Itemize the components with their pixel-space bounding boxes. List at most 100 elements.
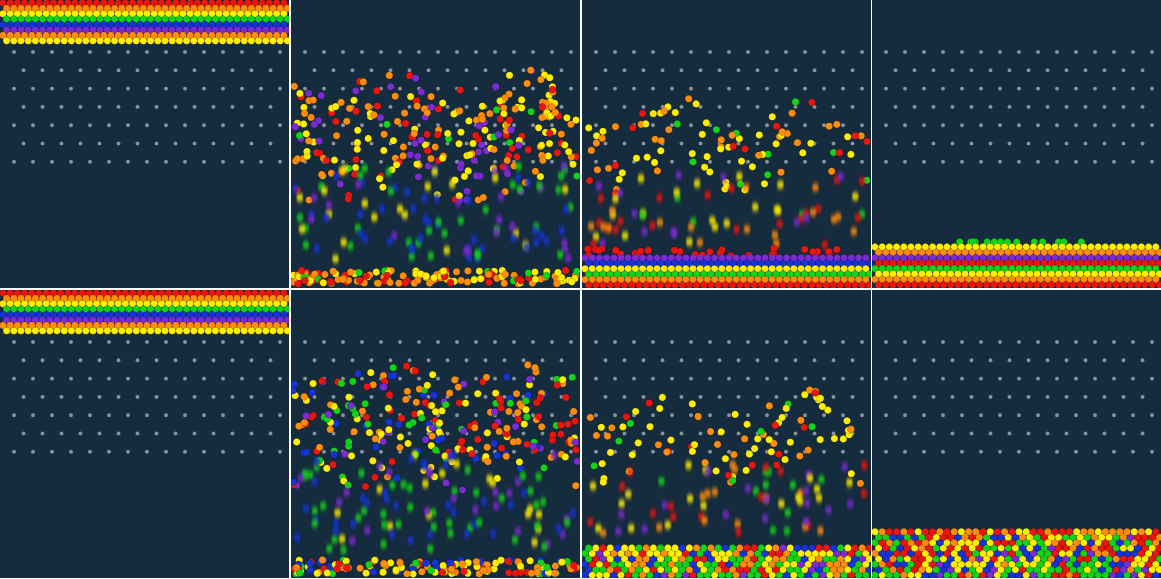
peg [50, 340, 54, 344]
ball [423, 381, 432, 390]
ball [1072, 527, 1081, 536]
ball [673, 120, 682, 128]
peg [230, 105, 235, 109]
balls-layer [0, 0, 289, 164]
ball [1025, 280, 1034, 288]
ball [627, 544, 636, 552]
peg [1064, 141, 1069, 146]
peg [126, 413, 130, 418]
ball [640, 525, 649, 533]
ball [1015, 527, 1023, 536]
ball [300, 392, 308, 401]
ball [1155, 544, 1161, 552]
peg [50, 376, 54, 381]
ball [27, 321, 36, 330]
ball [353, 145, 362, 154]
peg [312, 358, 317, 363]
peg [689, 123, 693, 128]
peg [822, 86, 826, 91]
ball [306, 566, 315, 574]
peg [221, 86, 225, 91]
ball [711, 223, 719, 231]
peg [192, 431, 197, 436]
peg [670, 50, 674, 54]
ball [297, 474, 305, 482]
ball [699, 501, 708, 510]
peg [407, 358, 412, 363]
ball [896, 554, 905, 563]
peg [88, 123, 92, 128]
ball [968, 280, 977, 288]
ball [461, 399, 470, 408]
peg [979, 376, 983, 381]
ball [295, 422, 303, 430]
peg [1074, 159, 1078, 164]
ball [769, 526, 777, 535]
ball [427, 441, 436, 450]
ball [833, 245, 841, 254]
panel-settled [872, 0, 1161, 288]
peg [903, 413, 907, 418]
ball [741, 145, 749, 153]
peg [1064, 395, 1069, 399]
panel-initial [0, 290, 289, 578]
ball [310, 194, 319, 202]
ball [495, 394, 504, 403]
peg [88, 376, 92, 381]
peg [268, 68, 273, 73]
ball [339, 546, 348, 554]
ball [470, 423, 479, 432]
peg [154, 431, 159, 436]
peg [145, 50, 149, 54]
ball [392, 160, 401, 169]
peg [784, 449, 788, 454]
ball [492, 228, 501, 236]
ball [490, 145, 498, 154]
ball [373, 102, 382, 110]
ball [696, 238, 704, 247]
peg [69, 449, 73, 454]
ball [811, 388, 820, 397]
ball [561, 266, 570, 275]
ball [81, 36, 90, 45]
ball [78, 9, 87, 18]
ball [627, 281, 636, 288]
ball [557, 130, 566, 139]
ball [971, 527, 980, 536]
peg [822, 449, 826, 454]
ball [518, 471, 527, 480]
peg [1150, 86, 1154, 91]
ball [175, 4, 184, 13]
panel-canvas [0, 0, 289, 288]
peg [831, 431, 836, 436]
ball [454, 383, 463, 391]
ball [678, 554, 687, 563]
ball [631, 407, 640, 416]
ball [560, 162, 568, 170]
peg [107, 50, 111, 54]
ball [835, 148, 844, 157]
peg [841, 123, 845, 128]
ball [479, 193, 488, 202]
ball [426, 544, 435, 553]
peg [941, 86, 945, 91]
ball [439, 561, 447, 570]
peg [660, 431, 665, 436]
ball [764, 544, 773, 552]
peg [211, 358, 216, 363]
ball [824, 247, 833, 256]
ball [297, 266, 306, 275]
ball [744, 484, 752, 493]
ball [211, 294, 220, 303]
peg [689, 413, 693, 418]
ball [74, 26, 83, 34]
ball [754, 151, 763, 160]
ball [750, 281, 759, 288]
ball [483, 429, 492, 437]
peg [107, 123, 111, 128]
ball [193, 0, 202, 7]
ball [536, 172, 545, 181]
ball [560, 239, 569, 247]
peg [40, 105, 45, 109]
ball [299, 120, 308, 128]
